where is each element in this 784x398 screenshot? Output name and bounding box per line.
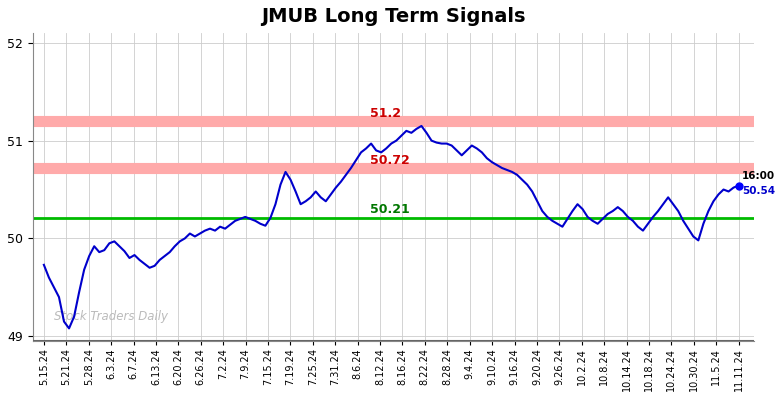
Text: 50.21: 50.21 (370, 203, 410, 217)
Text: 50.72: 50.72 (370, 154, 410, 166)
Text: 16:00: 16:00 (742, 171, 775, 181)
Title: JMUB Long Term Signals: JMUB Long Term Signals (261, 7, 526, 26)
Text: 51.2: 51.2 (370, 107, 401, 120)
Text: 50.54: 50.54 (742, 185, 775, 195)
Text: Stock Traders Daily: Stock Traders Daily (54, 310, 169, 323)
